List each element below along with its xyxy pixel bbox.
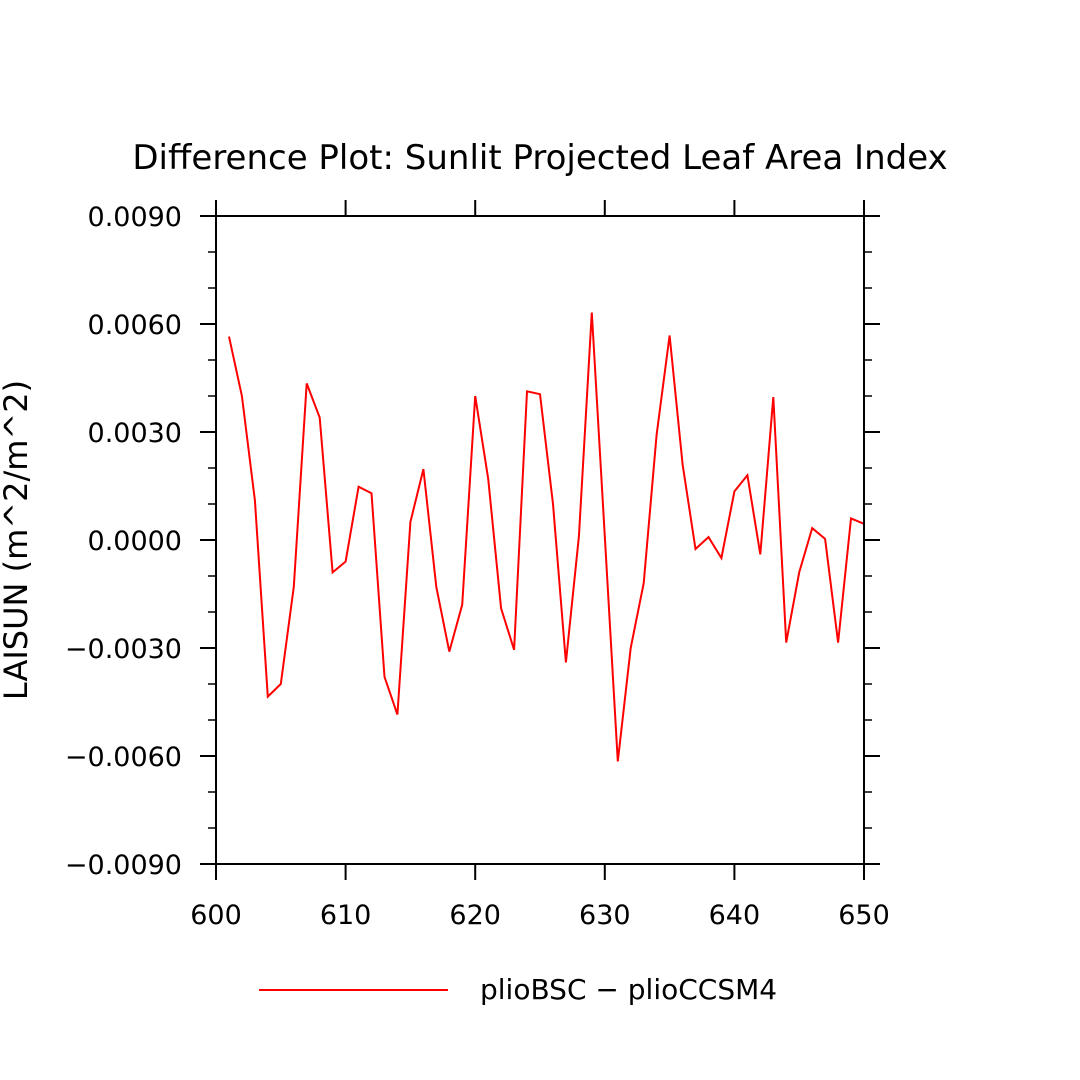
series-layer bbox=[228, 312, 865, 762]
x-axis-ticks: 600 610 620 630 640 650 bbox=[190, 200, 890, 931]
y-tick-label: −0.0030 bbox=[65, 634, 182, 665]
x-tick-label: 630 bbox=[579, 900, 631, 931]
legend: plioBSC − plioCCSM4 bbox=[259, 973, 777, 1006]
plot-frame bbox=[215, 215, 865, 865]
x-tick-label: 650 bbox=[838, 900, 890, 931]
y-tick-label: −0.0060 bbox=[65, 742, 182, 773]
x-tick-label: 640 bbox=[709, 900, 761, 931]
x-tick-label: 620 bbox=[449, 900, 501, 931]
y-tick-label: −0.0090 bbox=[65, 850, 182, 881]
legend-label: plioBSC − plioCCSM4 bbox=[480, 973, 777, 1006]
x-tick-label: 610 bbox=[320, 900, 372, 931]
y-tick-label: 0.0060 bbox=[88, 310, 182, 341]
y-axis-ticks: −0.0090 −0.0060 −0.0030 0.0000 0.0030 0.0060 0… bbox=[65, 202, 880, 881]
chart-title: Difference Plot: Sunlit Projected Leaf A… bbox=[132, 138, 947, 178]
y-tick-label: 0.0000 bbox=[88, 526, 182, 557]
x-tick-label: 600 bbox=[190, 900, 242, 931]
y-tick-label: 0.0030 bbox=[88, 418, 182, 449]
y-axis-label: LAISUN (m^2/m^2) bbox=[0, 380, 35, 700]
y-tick-label: 0.0090 bbox=[88, 202, 182, 233]
series-line bbox=[228, 312, 865, 762]
